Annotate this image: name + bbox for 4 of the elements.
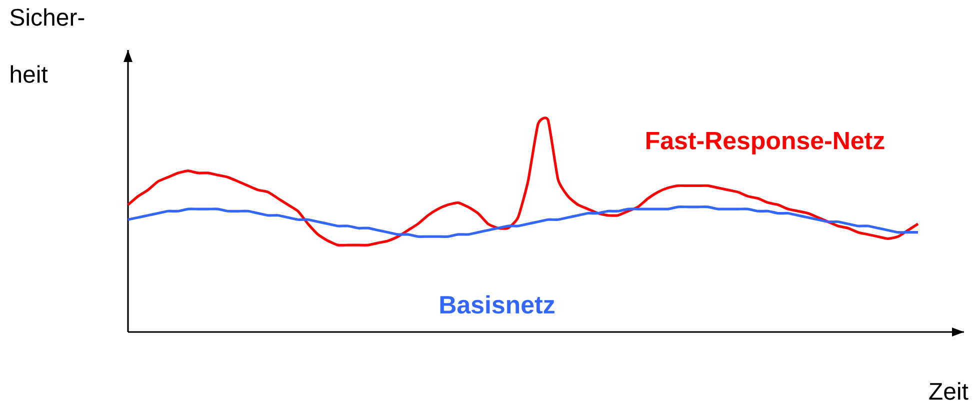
text: Sicher-heit	[10, 8, 84, 83]
text: Basisnetz	[440, 295, 554, 314]
series-label: Fast-Response-Netz	[646, 132, 884, 154]
x-axis-title: Zeit	[929, 382, 968, 400]
